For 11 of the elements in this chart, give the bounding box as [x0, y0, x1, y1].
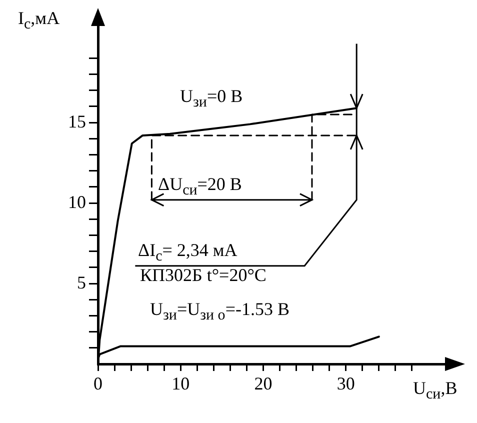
x-tick-label: 20: [254, 374, 272, 394]
y-tick-label: 15: [68, 111, 86, 132]
y-axis-title: I$_{с}$,мА: [18, 8, 60, 35]
x-tick-label: 10: [172, 374, 190, 394]
x-tick-label: 0: [94, 374, 102, 394]
annotation: U$_{зи}$=U$_{зи о}$=-1.53 В: [150, 299, 290, 326]
x-tick-label: 30: [336, 374, 355, 394]
y-tick-label: 5: [77, 272, 86, 292]
annotation: КП302Б t°=20°C: [140, 265, 266, 285]
x-axis-title: U$_{си}$,В: [413, 378, 458, 405]
y-tick-label: 10: [68, 192, 86, 212]
